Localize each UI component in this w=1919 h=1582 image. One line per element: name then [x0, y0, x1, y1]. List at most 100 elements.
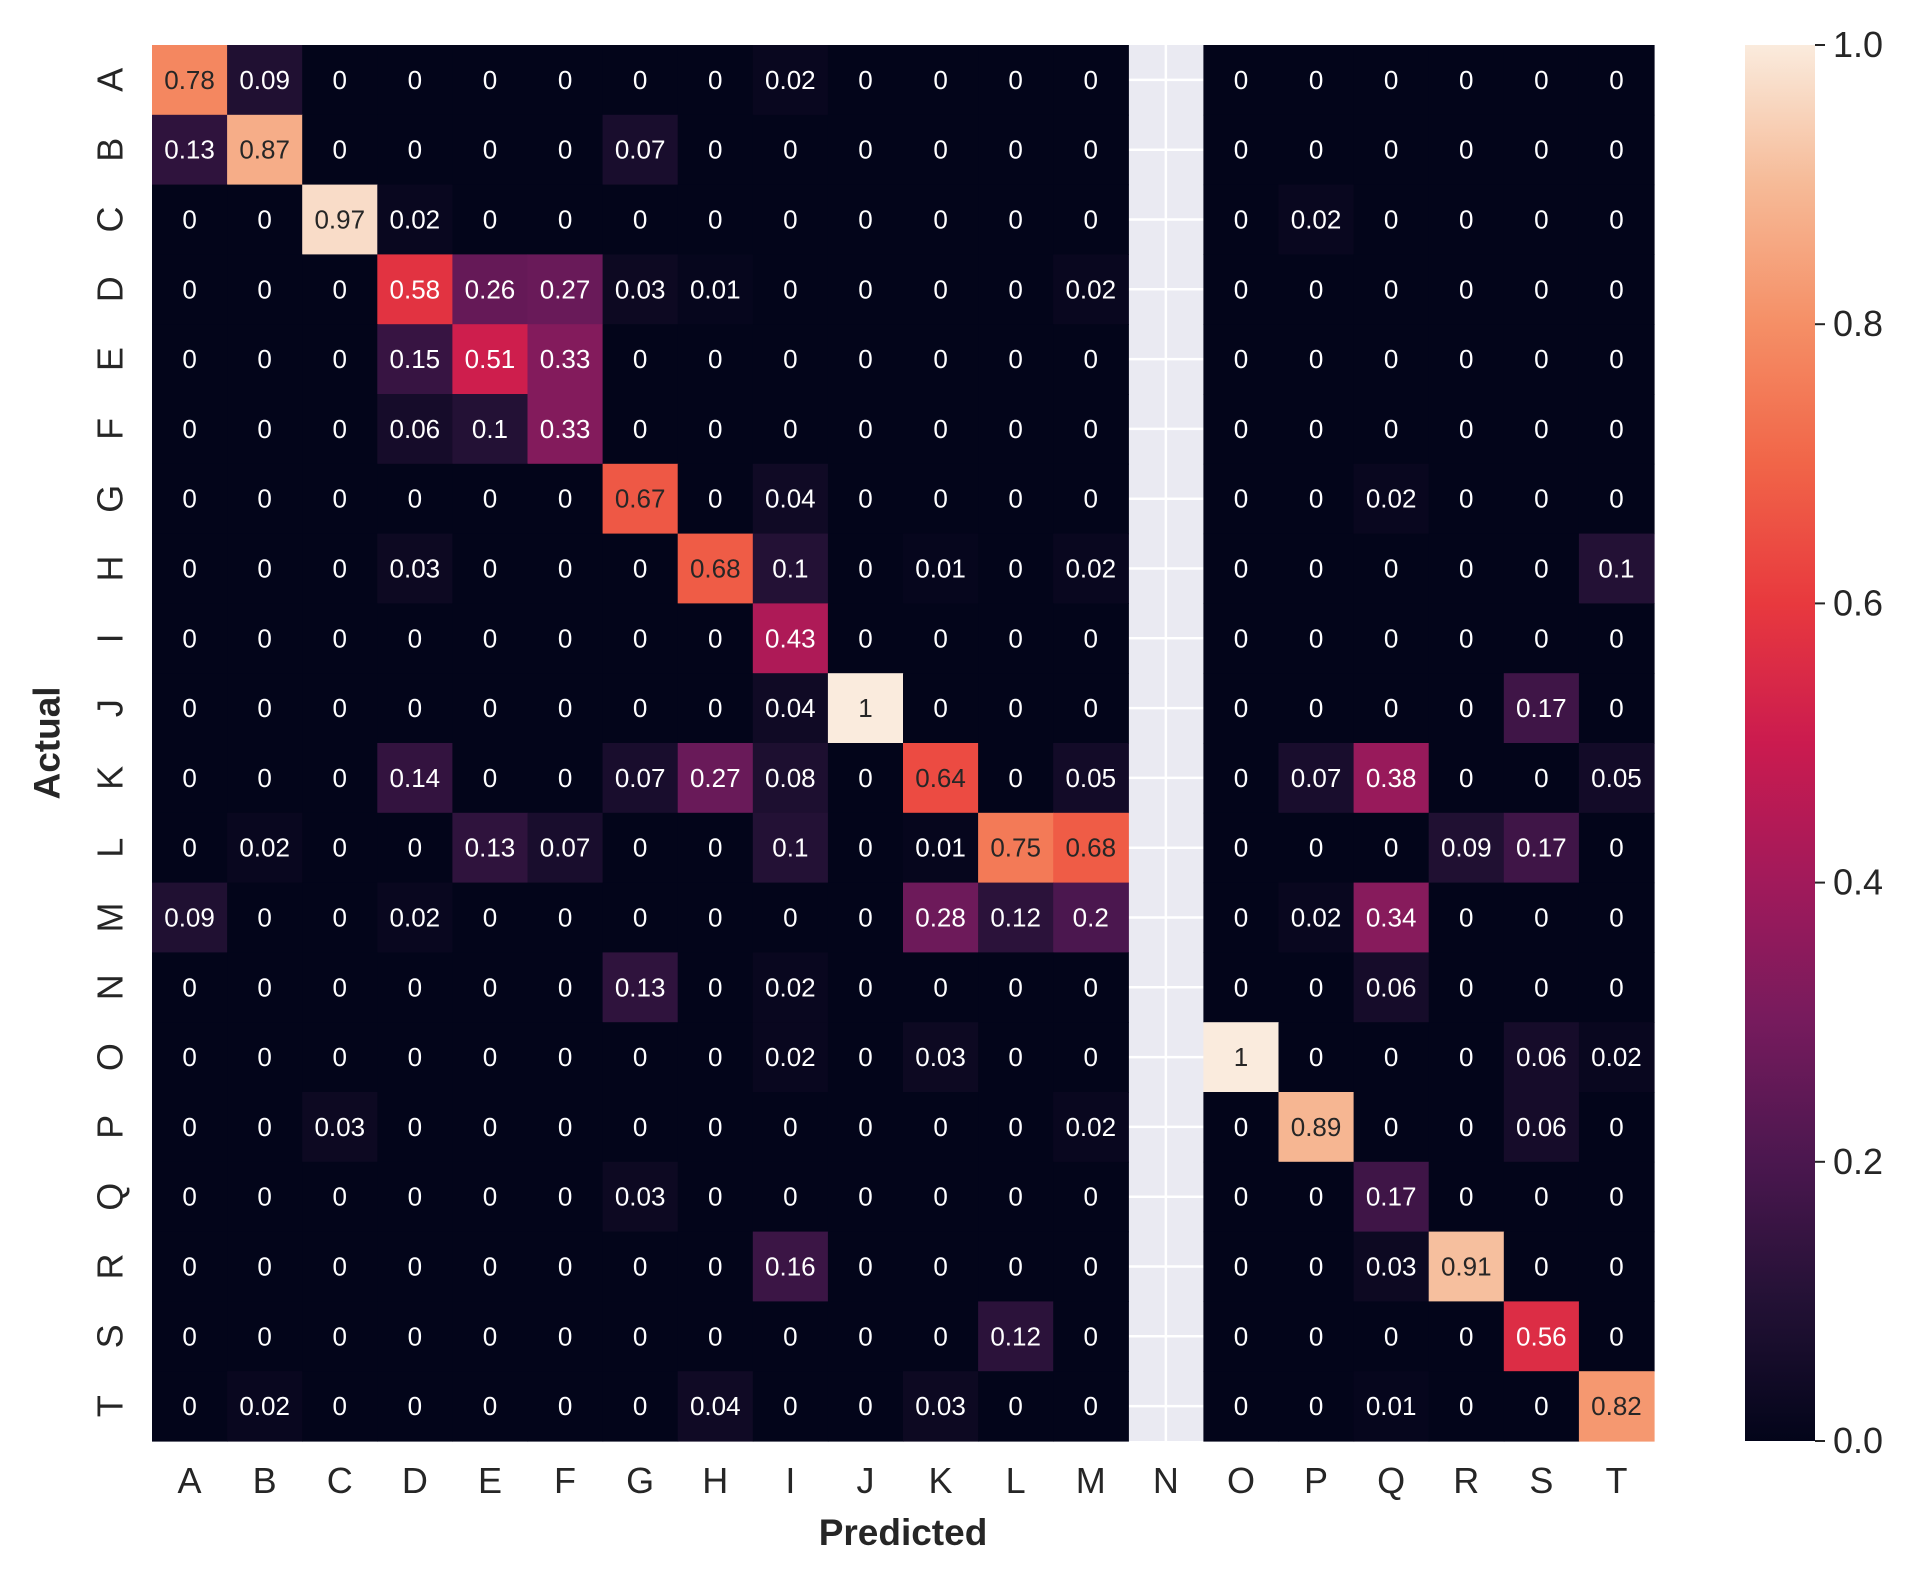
cell-value-label: 0: [633, 693, 647, 723]
heatmap-cell: [1578, 952, 1655, 1023]
cell-value-label: 0: [858, 414, 872, 444]
cell-value-label: 0.01: [915, 554, 966, 584]
heatmap-cell: [452, 324, 529, 395]
cell-value-label: 0: [708, 903, 722, 933]
cell-value-label: 0: [633, 623, 647, 653]
heatmap-cell: [527, 184, 604, 255]
heatmap-cell: [1578, 394, 1655, 465]
heatmap-cell: [1053, 882, 1129, 953]
x-tick-label: O: [1227, 1460, 1255, 1501]
cell-value-label: 0: [858, 1042, 872, 1072]
heatmap-cell: [827, 463, 904, 535]
cell-value-label: 0: [1084, 1042, 1098, 1072]
cell-value-label: 0: [858, 1252, 872, 1282]
heatmap-cell: [227, 324, 303, 395]
cell-value-label: 0: [783, 205, 797, 235]
y-tick-label: A: [90, 68, 131, 92]
cell-value-label: 0: [783, 344, 797, 374]
heatmap-cell: [1278, 1231, 1355, 1302]
cell-value-label: 0: [1008, 344, 1022, 374]
cell-value-label: 0: [182, 414, 196, 444]
heatmap-cell: [302, 1371, 378, 1442]
heatmap-cell: [1053, 463, 1129, 535]
heatmap-cell: [1278, 952, 1355, 1023]
cell-value-label: 0.2: [1073, 903, 1109, 933]
cell-value-label: 0: [1384, 1321, 1398, 1351]
cell-value-label: 0: [1008, 484, 1022, 514]
heatmap-cell: [527, 673, 604, 744]
cell-value-label: 0.14: [390, 763, 441, 793]
cell-value-label: 0: [333, 135, 347, 165]
heatmap-cell: [1503, 45, 1580, 116]
x-tick-label: B: [253, 1460, 277, 1501]
cell-value-label: 0: [1384, 65, 1398, 95]
cell-value-label: 0.07: [540, 833, 591, 863]
cell-value-label: 0: [558, 554, 572, 584]
cell-value-label: 0.02: [1591, 1042, 1642, 1072]
heatmap-cell: [152, 673, 228, 744]
heatmap-cell: [677, 1092, 754, 1163]
heatmap-cell: [1353, 1301, 1430, 1372]
x-tick-label: N: [1153, 1460, 1179, 1501]
cell-value-label: 0.04: [765, 484, 816, 514]
cell-value-label: 0.1: [772, 554, 808, 584]
heatmap-cell: [1353, 1022, 1430, 1093]
heatmap-cell: [827, 1301, 904, 1372]
cell-value-label: 0: [1459, 693, 1473, 723]
heatmap-cell: [978, 1092, 1054, 1163]
cell-value-label: 0: [333, 274, 347, 304]
heatmap-cell: [527, 533, 604, 604]
cell-value-label: 0: [333, 693, 347, 723]
heatmap-cell: [1203, 45, 1280, 116]
cell-value-label: 0: [1309, 554, 1323, 584]
cell-value-label: 0.03: [1366, 1252, 1417, 1282]
heatmap-cell: [752, 1092, 829, 1163]
heatmap-cell: [827, 673, 904, 744]
heatmap-cell: [527, 45, 604, 116]
cell-value-label: 0.13: [465, 833, 516, 863]
cell-value-label: 0: [1008, 763, 1022, 793]
cell-value-label: 0: [1309, 65, 1323, 95]
cell-value-label: 0: [1084, 1252, 1098, 1282]
cell-value-label: 0: [1609, 833, 1623, 863]
cell-value-label: 0: [1609, 135, 1623, 165]
heatmap-cell: [677, 1301, 754, 1372]
heatmap-cell: [602, 1371, 679, 1442]
heatmap-cell: [302, 743, 378, 814]
heatmap-cell: [602, 1161, 679, 1233]
cell-value-label: 0.13: [615, 972, 666, 1002]
heatmap-cell: [1278, 254, 1355, 325]
heatmap-cell: [452, 184, 529, 255]
cell-value-label: 0: [1309, 833, 1323, 863]
heatmap-cell: [1578, 184, 1655, 255]
heatmap-cell: [302, 254, 378, 325]
heatmap-cell: [1578, 1022, 1655, 1093]
heatmap-cell: [227, 184, 303, 255]
cell-value-label: 0: [1309, 623, 1323, 653]
y-tick-label: D: [90, 276, 131, 302]
y-tick-label: C: [90, 207, 131, 233]
cell-value-label: 1: [1234, 1042, 1248, 1072]
cell-value-label: 0: [858, 205, 872, 235]
cell-value-label: 0: [1384, 1042, 1398, 1072]
heatmap-cell: [677, 114, 754, 186]
heatmap-cell: [1353, 184, 1430, 255]
heatmap-cell: [152, 533, 228, 604]
cell-value-label: 0: [1309, 484, 1323, 514]
heatmap-cell: [903, 394, 979, 465]
x-tick-label: D: [402, 1460, 428, 1501]
cell-value-label: 0: [182, 1042, 196, 1072]
cell-value-label: 0: [1234, 65, 1248, 95]
cell-value-label: 0: [1234, 1321, 1248, 1351]
cell-value-label: 0: [408, 1321, 422, 1351]
cell-value-label: 0: [1309, 1042, 1323, 1072]
heatmap-cell: [1053, 114, 1129, 186]
colorbar-gradient: [1745, 45, 1815, 1441]
cell-value-label: 0.68: [690, 554, 741, 584]
heatmap-cell: [1578, 324, 1655, 395]
cell-value-label: 0: [633, 65, 647, 95]
heatmap-cell: [752, 1301, 829, 1372]
heatmap-cell: [1503, 1371, 1580, 1442]
heatmap-cell: [1353, 114, 1430, 186]
cell-value-label: 0: [1459, 205, 1473, 235]
